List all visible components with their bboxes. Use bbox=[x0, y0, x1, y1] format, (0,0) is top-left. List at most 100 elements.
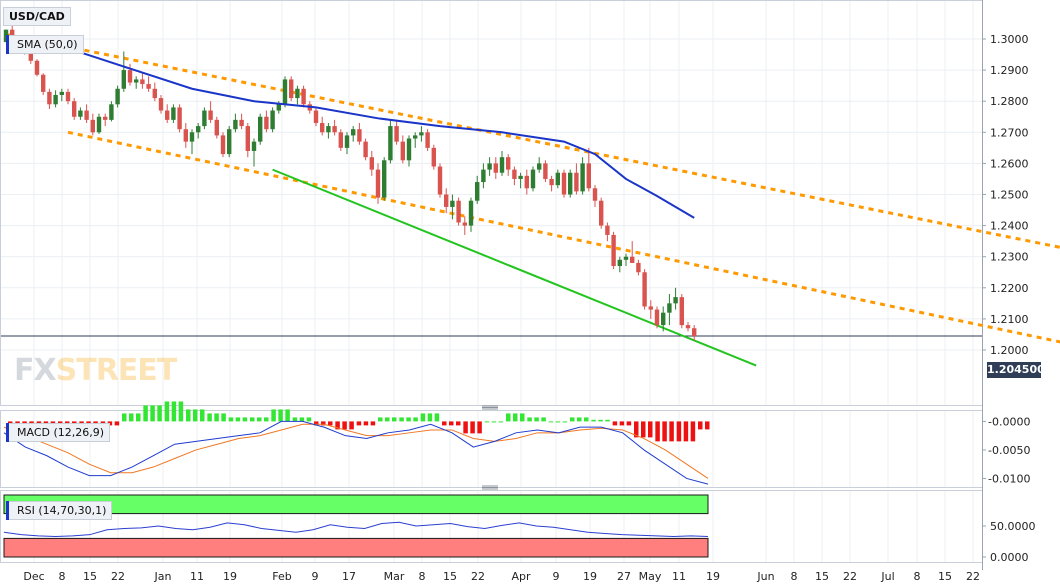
macd-histogram-bar bbox=[626, 421, 632, 426]
candle-body bbox=[437, 166, 443, 195]
x-tick-label: 22 bbox=[843, 570, 857, 583]
candle-body bbox=[679, 297, 684, 326]
symbol-label[interactable]: USD/CAD bbox=[3, 7, 71, 26]
x-tick-label: 15 bbox=[938, 570, 952, 583]
candle-body bbox=[462, 222, 467, 226]
macd-histogram-bar bbox=[541, 417, 546, 422]
candle-body bbox=[220, 135, 226, 155]
macd-histogram-bar bbox=[285, 409, 290, 422]
candle-body bbox=[115, 88, 120, 105]
candle-body bbox=[121, 70, 126, 89]
x-tick-label: Jan bbox=[154, 570, 172, 583]
macd-histogram-bar bbox=[605, 419, 610, 422]
candle-body bbox=[165, 110, 170, 120]
candle-body bbox=[580, 163, 585, 192]
candle-body bbox=[692, 328, 697, 337]
axis-background bbox=[982, 0, 1060, 587]
candle-body bbox=[276, 104, 281, 111]
panel-resize-handles[interactable] bbox=[482, 405, 498, 490]
macd-histogram-bar bbox=[612, 421, 618, 426]
macd-histogram-bar bbox=[562, 421, 568, 423]
candle-body bbox=[388, 126, 393, 161]
channel-lines bbox=[5, 32, 1060, 367]
candle-body bbox=[568, 172, 573, 195]
macd-histogram-bar bbox=[299, 417, 305, 422]
candle-body bbox=[382, 160, 387, 198]
candle-body bbox=[90, 119, 95, 133]
candle-body bbox=[425, 132, 430, 148]
macd-histogram-bar bbox=[122, 413, 127, 422]
macd-histogram-bar bbox=[513, 413, 518, 422]
x-tick-label: Feb bbox=[272, 570, 291, 583]
candle-body bbox=[301, 88, 306, 105]
candle-body bbox=[475, 182, 480, 201]
rsi-tick-label: 0.0000 bbox=[990, 551, 1029, 564]
macd-histogram-bar bbox=[250, 417, 255, 422]
macd-histogram-bar bbox=[570, 417, 575, 422]
candle-body bbox=[654, 309, 660, 326]
candle-body bbox=[617, 259, 622, 267]
rsi-oversold-zone bbox=[3, 537, 709, 558]
candle-body bbox=[96, 116, 102, 133]
macd-histogram-bar bbox=[342, 421, 347, 430]
candle-body bbox=[512, 169, 517, 179]
macd-histogram-bar bbox=[214, 413, 219, 422]
y-axis-labels: 1.3000 1.2900 1.2800 1.2700 1.2600 1.2500 1.24… bbox=[982, 33, 1036, 564]
macd-histogram-bar bbox=[449, 421, 454, 426]
x-tick-label: 27 bbox=[617, 570, 631, 583]
candle-body bbox=[245, 126, 250, 151]
macd-histogram-bar bbox=[442, 421, 447, 426]
candle-body bbox=[530, 169, 536, 189]
candle-body bbox=[202, 110, 207, 127]
candle-body bbox=[351, 129, 356, 136]
macd-histogram-bar bbox=[321, 421, 326, 426]
candle-body bbox=[456, 200, 461, 223]
macd-histogram-bar bbox=[136, 413, 141, 422]
macd-histogram-bar bbox=[619, 421, 625, 426]
y-tick-label: 1.2200 bbox=[990, 282, 1029, 295]
candle-body bbox=[320, 122, 325, 133]
candle-body bbox=[264, 116, 269, 130]
macd-histogram-bar bbox=[669, 421, 674, 442]
candle-body bbox=[487, 163, 492, 170]
candle-body bbox=[537, 163, 542, 170]
macd-histogram-bar bbox=[328, 421, 333, 426]
x-tick-label: Jun bbox=[756, 570, 774, 583]
x-tick-label: 8 bbox=[914, 570, 921, 583]
x-tick-label: May bbox=[639, 570, 662, 583]
candle-body bbox=[406, 138, 412, 161]
candle-body bbox=[623, 256, 629, 260]
rsi-legend[interactable]: RSI (14,70,30,1) bbox=[6, 501, 113, 520]
macd-legend[interactable]: MACD (12,26,9) bbox=[6, 423, 111, 442]
macd-histogram-bar bbox=[370, 421, 376, 426]
candle-body bbox=[413, 135, 418, 139]
macd-histogram-bar bbox=[598, 419, 603, 422]
macd-histogram-bar bbox=[292, 417, 298, 422]
macd-histogram-bar bbox=[378, 417, 383, 422]
candle-body bbox=[326, 126, 331, 133]
watermark-street: STREET bbox=[55, 353, 178, 388]
macd-histogram-bar bbox=[399, 417, 404, 422]
candle-body bbox=[667, 303, 672, 313]
candle-body bbox=[661, 312, 666, 326]
candle-body bbox=[630, 256, 635, 263]
candle-body bbox=[611, 234, 616, 267]
x-axis-labels: Dec 8 15 22 Jan 11 19 Feb 9 17 Mar 8 15 22 Apr 9 19 27 May… bbox=[23, 570, 980, 583]
rsi-color-bar bbox=[6, 501, 9, 520]
macd-histogram-bar bbox=[178, 401, 184, 422]
candle-body bbox=[344, 135, 350, 148]
candle-body bbox=[208, 110, 213, 120]
macd-histogram-bar bbox=[278, 409, 283, 422]
sma-legend[interactable]: SMA (50,0) bbox=[6, 35, 84, 54]
support-trendline bbox=[272, 168, 757, 367]
macd-histogram-bar bbox=[434, 413, 440, 422]
x-tick-label: 15 bbox=[443, 570, 457, 583]
y-tick-label: 1.2800 bbox=[990, 95, 1029, 108]
macd-signal-line bbox=[3, 423, 709, 479]
macd-histogram-bar bbox=[463, 421, 468, 434]
candle-body bbox=[648, 306, 653, 310]
candle-body bbox=[183, 129, 188, 142]
candle-body bbox=[258, 116, 263, 142]
x-tick-label: 9 bbox=[553, 570, 560, 583]
